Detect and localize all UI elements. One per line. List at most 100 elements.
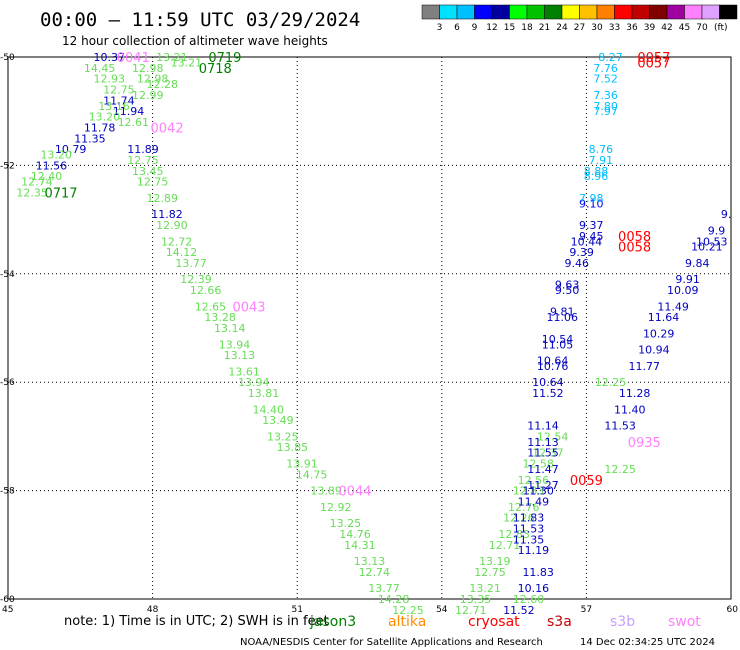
wave-height-label: 12.61 [118, 116, 150, 129]
wave-height-label: 13.20 [40, 149, 72, 162]
wave-height-label: 10.79 [55, 143, 87, 156]
colorbar-swatch [649, 4, 668, 20]
footer-timestamp: 14 Dec 02:34:25 UTC 2024 [580, 637, 715, 648]
wave-height-label: 9.9 [708, 224, 726, 237]
plot-area: 10.3714.4512.9312.7511.7413.1611.9413.20… [7, 51, 732, 617]
wave-height-label: 12.92 [320, 501, 352, 514]
wave-height-label: 11.64 [648, 311, 680, 324]
wave-height-label: 12.60 [513, 593, 545, 606]
track-time-label: 0935 [628, 436, 661, 451]
wave-height-label: 9.81 [550, 306, 575, 319]
colorbar-swatch [439, 4, 458, 20]
wave-height-label: 10.64 [532, 376, 564, 389]
wave-height-label: 13.91 [286, 458, 318, 471]
wave-height-label: 13.45 [132, 165, 164, 178]
wave-height-label: 11.27 [527, 479, 559, 492]
wave-height-label: 12.89 [146, 192, 178, 205]
wave-height-label: 12.66 [190, 284, 222, 297]
colorbar-label: 18 [521, 23, 533, 33]
wave-height-label: 10.94 [638, 344, 670, 357]
wave-height-label: 14.76 [339, 528, 371, 541]
wave-height-label: 10.64 [537, 355, 569, 368]
track-time-label: 0044 [338, 485, 371, 500]
wave-height-label: 7.76 [593, 62, 618, 75]
wave-height-label: 11.83 [522, 566, 554, 579]
colorbar-swatch [544, 4, 563, 20]
wave-height-label: 11.77 [628, 360, 660, 373]
x-tick-label: 51 [291, 605, 302, 615]
satellite-legend-cryosat: cryosat [468, 614, 520, 630]
colorbar-swatch [596, 4, 615, 20]
colorbar-swatch [666, 4, 685, 20]
wave-height-label: 13.21 [469, 582, 501, 595]
wave-height-label: 11.13 [527, 436, 559, 449]
wave-height-label: 11.83 [513, 512, 545, 525]
wave-height-label: 10.44 [571, 235, 603, 248]
wave-height-label: 10.29 [643, 327, 675, 340]
wave-height-label: 12.99 [132, 89, 164, 102]
wave-height-label: 11.53 [513, 523, 545, 536]
track-time-label: 0058 [618, 230, 651, 245]
colorbar-swatch [701, 4, 720, 20]
wave-height-label: 11.47 [527, 463, 559, 476]
chart-title: 00:00 – 11:59 UTC 03/29/2024 [40, 9, 360, 31]
wave-height-label: 11.40 [614, 403, 646, 416]
wave-height-label: 11.35 [74, 132, 106, 145]
colorbar-swatch [421, 4, 440, 20]
wave-height-label: 13.81 [248, 387, 280, 400]
wave-height-label: 13.14 [214, 322, 246, 335]
wave-height-label: 11.56 [36, 159, 68, 172]
wave-height-label: 11.19 [518, 544, 550, 557]
wave-height-label: 10.53 [696, 235, 728, 248]
wave-height-label: 14.75 [296, 468, 328, 481]
wave-height-label: 12.90 [156, 219, 188, 232]
wave-height-label: 11.05 [542, 338, 574, 351]
wave-height-label: 10.09 [667, 284, 699, 297]
wave-height-label: 13.94 [238, 376, 270, 389]
wave-height-label: 7.91 [589, 154, 614, 167]
wave-height-label: 12.26 [503, 512, 535, 525]
wave-height-label: 9.50 [555, 284, 580, 297]
wave-height-label: 13.35 [460, 593, 492, 606]
wave-height-label: 11.49 [657, 300, 689, 313]
chart-subtitle: 12 hour collection of altimeter wave hei… [62, 34, 328, 48]
color-scale-legend: 3 6 9 12 15 18 21 24 27 30 33 36 39 42 45 70 [421, 4, 738, 33]
wave-height-label: 12.74 [359, 566, 391, 579]
wave-height-label: 12.93 [93, 73, 125, 86]
wave-height-label: 13.13 [224, 349, 256, 362]
satellite-legend-s3a: s3a [547, 614, 572, 630]
wave-height-label: 12.25 [604, 463, 636, 476]
track-time-label: 0717 [44, 187, 77, 202]
y-tick-label: -58 [0, 487, 15, 497]
wave-height-label: 11.49 [518, 495, 550, 508]
y-tick-label: -52 [0, 161, 15, 171]
wave-height-label: 9.91 [675, 273, 700, 286]
wave-height-label: 12.65 [195, 300, 227, 313]
wave-height-label: 13.13 [354, 555, 386, 568]
wave-height-label: 14.31 [344, 539, 376, 552]
colorbar-swatch [631, 4, 650, 20]
wave-height-label: 13.20 [89, 111, 121, 124]
wave-height-label: 12.56 [518, 474, 550, 487]
x-tick-label: 57 [581, 605, 592, 615]
colorbar-label: 12 [486, 23, 497, 33]
colorbar-label: 70 [696, 23, 708, 33]
wave-height-label: 13.89 [310, 485, 342, 498]
satellite-legend: jason3 altika cryosat s3a s3b swot [309, 614, 701, 630]
wave-height-label: 10.76 [537, 360, 569, 373]
colorbar-unit: (ft) [714, 23, 728, 33]
wave-height-label: 12.25 [392, 604, 424, 617]
wave-height-label: 11.30 [522, 485, 554, 498]
wave-height-label: 9.39 [569, 246, 594, 259]
track-time-label: 0057 [637, 51, 670, 66]
wave-height-label: 13.21 [156, 51, 188, 64]
wave-height-label: 13.61 [228, 365, 260, 378]
wave-height-label: 13.94 [219, 338, 251, 351]
colorbar-swatch [491, 4, 510, 20]
satellite-legend-jason3: jason3 [309, 614, 356, 630]
colorbar-swatch [719, 4, 738, 20]
satellite-legend-altika: altika [388, 614, 426, 630]
wave-height-label: 9.46 [565, 257, 590, 270]
